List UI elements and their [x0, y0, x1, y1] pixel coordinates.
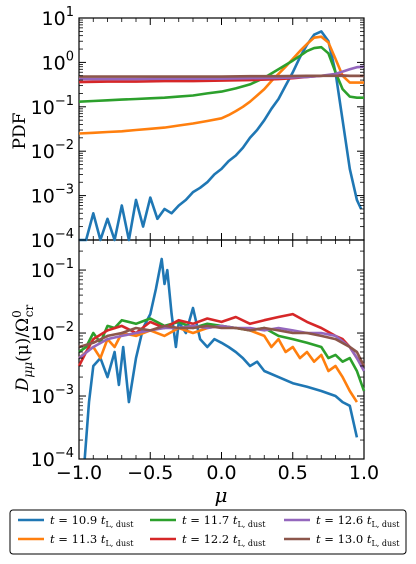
top-series-line-5 [79, 74, 364, 78]
legend-entry-5: t = 13.0 tL, dust [316, 532, 400, 548]
ytick-exp: 1 [66, 5, 74, 20]
xtick-label-2: 0.0 [206, 462, 236, 484]
top-ytick-label-0: 101 [42, 5, 74, 30]
ytick-exp: −2 [55, 138, 74, 153]
bottom-ytick-label-1: 10−2 [31, 320, 74, 345]
top-ytick-label-4: 10−3 [31, 183, 74, 208]
ytick-exp: −4 [55, 446, 74, 461]
x-axis-label: μ [215, 483, 228, 507]
top-ytick-label-5: 10−4 [31, 227, 74, 252]
legend: t = 10.9 tL, dust t = 11.3 tL, dust t = 11… [18, 513, 400, 548]
top-series-line-2 [78, 45, 364, 103]
bottom-plot [77, 257, 366, 460]
xtick-label-3: 0.5 [278, 462, 308, 484]
ytick-base: 10 [42, 52, 66, 74]
bottom-ylabel-sup: 0 [10, 310, 24, 318]
bottom-series-line-0 [83, 257, 359, 460]
legend-entry-4: t = 12.6 tL, dust [316, 513, 400, 529]
legend-entry-0: t = 10.9 tL, dust [50, 513, 134, 529]
top-series-line-4 [79, 65, 365, 81]
bottom-ylabel-main: D [13, 377, 33, 392]
axis-ticks: 10110010−110−210−310−410−110−210−310−4−1… [31, 5, 379, 484]
ytick-exp: 0 [66, 49, 74, 64]
ytick-base: 10 [31, 449, 55, 471]
legend-entry-1: t = 11.3 tL, dust [50, 532, 134, 548]
bottom-ytick-label-3: 10−4 [31, 446, 74, 471]
ytick-base: 10 [31, 230, 55, 252]
legend-entry-3: t = 12.2 tL, dust [182, 532, 266, 548]
bottom-ylabel-sub: μμ [21, 362, 35, 378]
top-series-line-1 [78, 35, 364, 135]
legend-entry-2: t = 11.7 tL, dust [182, 513, 266, 529]
top-ytick-label-1: 100 [42, 49, 74, 74]
ytick-exp: −3 [55, 383, 74, 398]
top-series-line-0 [79, 30, 363, 242]
ytick-exp: −1 [55, 94, 74, 109]
ytick-base: 10 [31, 97, 55, 119]
xtick-label-4: 1.0 [349, 462, 379, 484]
ytick-base: 10 [31, 141, 55, 163]
ytick-exp: −3 [55, 183, 74, 198]
ytick-exp: −4 [55, 227, 74, 242]
bottom-ylabel-sub2: cr [22, 304, 36, 317]
bottom-ylabel-mid: (μ)/Ω [13, 318, 33, 362]
xtick-label-1: −0.5 [127, 462, 173, 484]
ytick-base: 10 [31, 186, 55, 208]
ytick-base: 10 [42, 8, 66, 30]
top-plot [78, 30, 365, 242]
bottom-ytick-label-0: 10−1 [31, 257, 74, 282]
top-ytick-label-3: 10−2 [31, 138, 74, 163]
xtick-label-0: −1.0 [56, 462, 102, 484]
ytick-exp: −2 [55, 320, 74, 335]
bottom-series-line-5 [78, 324, 366, 367]
ytick-base: 10 [31, 323, 55, 345]
top-ylabel: PDF [10, 112, 30, 149]
bottom-ylabel: Dμμ(μ)/Ω0cr [10, 304, 36, 392]
ytick-exp: −1 [55, 257, 74, 272]
bottom-ytick-label-2: 10−3 [31, 383, 74, 408]
ytick-base: 10 [31, 386, 55, 408]
top-ytick-label-2: 10−1 [31, 94, 74, 119]
ytick-base: 10 [31, 260, 55, 282]
